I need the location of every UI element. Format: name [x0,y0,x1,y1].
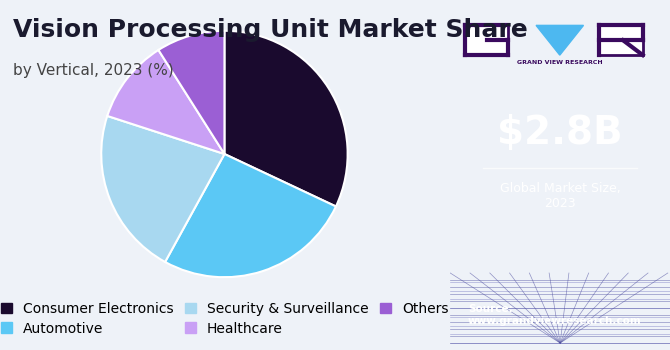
Polygon shape [536,25,584,55]
FancyBboxPatch shape [465,25,509,55]
Text: by Vertical, 2023 (%): by Vertical, 2023 (%) [13,63,174,78]
Text: GRAND VIEW RESEARCH: GRAND VIEW RESEARCH [517,60,602,65]
Wedge shape [107,50,224,154]
Wedge shape [224,31,348,206]
Wedge shape [158,31,224,154]
Text: Source:
www.grandviewresearch.com: Source: www.grandviewresearch.com [468,304,642,326]
Text: $2.8B: $2.8B [497,114,623,152]
FancyBboxPatch shape [599,25,643,55]
Text: Vision Processing Unit Market Share: Vision Processing Unit Market Share [13,18,528,42]
Wedge shape [165,154,336,277]
Wedge shape [101,116,224,262]
Legend: Consumer Electronics, Automotive, Security & Surveillance, Healthcare, Others: Consumer Electronics, Automotive, Securi… [0,296,454,341]
Text: Global Market Size,
2023: Global Market Size, 2023 [500,182,620,210]
